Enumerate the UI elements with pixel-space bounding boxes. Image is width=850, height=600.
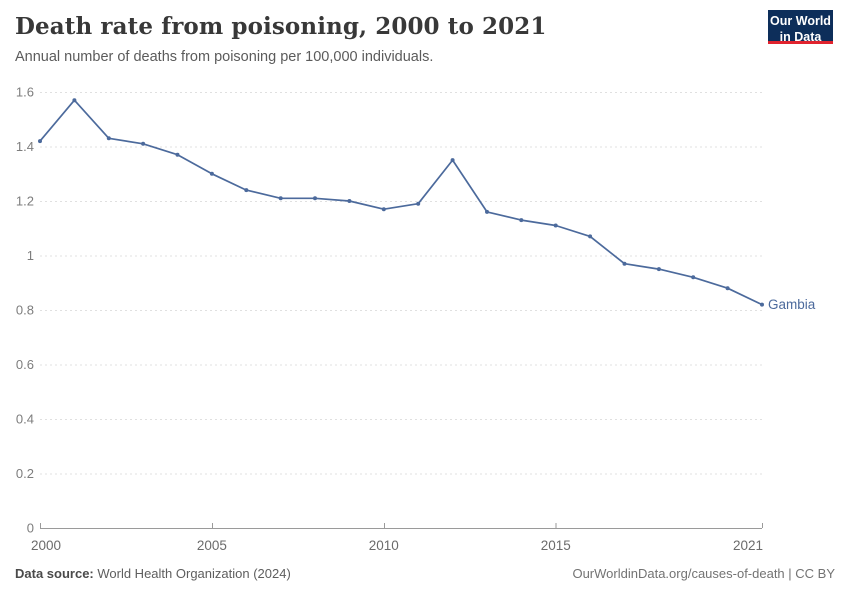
data-point <box>244 188 249 193</box>
x-tick-label: 2000 <box>31 538 61 553</box>
data-point <box>347 199 352 203</box>
data-source-label: Data source: <box>15 566 94 581</box>
chart-subtitle: Annual number of deaths from poisoning p… <box>15 49 434 65</box>
y-axis-labels: 0 0.2 0.4 0.6 0.8 1 1.2 1.4 1.6 <box>16 85 34 536</box>
data-point <box>38 139 42 144</box>
y-tick-label: 0.4 <box>16 412 34 427</box>
y-tick-label: 1.6 <box>16 85 34 100</box>
entity-label-gambia[interactable]: Gambia <box>768 297 816 312</box>
credit-link[interactable]: OurWorldinData.org/causes-of-death | CC … <box>572 566 835 581</box>
owid-logo-line2: in Data <box>779 30 822 45</box>
data-point <box>588 234 593 239</box>
chart-header: Death rate from poisoning, 2000 to 2021 … <box>15 13 750 65</box>
line-series-gambia <box>39 99 763 306</box>
data-point <box>175 152 180 157</box>
owid-logo-line1: Our World <box>770 14 831 28</box>
data-point <box>656 267 661 272</box>
series-markers-gambia <box>38 98 764 307</box>
data-point <box>209 171 214 176</box>
y-tick-label: 1.4 <box>16 139 34 154</box>
y-tick-label: 0.2 <box>16 466 34 481</box>
data-point <box>416 201 421 206</box>
data-point <box>691 275 696 280</box>
data-source: Data source: World Health Organization (… <box>15 566 291 581</box>
data-point <box>106 136 111 141</box>
y-tick-label: 0.6 <box>16 357 34 372</box>
x-tick-label: 2015 <box>541 538 571 553</box>
y-tick-label: 0.8 <box>16 303 34 318</box>
gridlines <box>40 92 762 529</box>
y-tick-label: 1 <box>27 248 34 263</box>
owid-logo[interactable]: Our World in Data <box>768 10 833 44</box>
data-point <box>278 196 283 201</box>
data-point <box>553 223 558 228</box>
x-tick-label: 2010 <box>369 538 399 553</box>
x-axis: 2000 2005 2010 2015 2021 <box>31 523 763 553</box>
data-point <box>450 158 455 163</box>
data-point <box>760 302 764 307</box>
data-point <box>725 286 730 291</box>
data-point <box>519 218 524 223</box>
data-source-text: World Health Organization (2024) <box>93 566 291 581</box>
data-point <box>485 209 489 214</box>
data-point <box>72 98 77 103</box>
data-point <box>622 261 627 266</box>
data-point <box>313 196 317 201</box>
chart-title: Death rate from poisoning, 2000 to 2021 <box>15 13 547 40</box>
data-point <box>141 141 146 146</box>
chart-footer: Data source: World Health Organization (… <box>15 566 835 581</box>
y-tick-label: 0 <box>27 521 34 536</box>
x-tick-label: 2005 <box>197 538 227 553</box>
y-tick-label: 1.2 <box>16 194 34 209</box>
x-tick-label: 2021 <box>733 538 763 553</box>
data-point <box>381 207 386 212</box>
